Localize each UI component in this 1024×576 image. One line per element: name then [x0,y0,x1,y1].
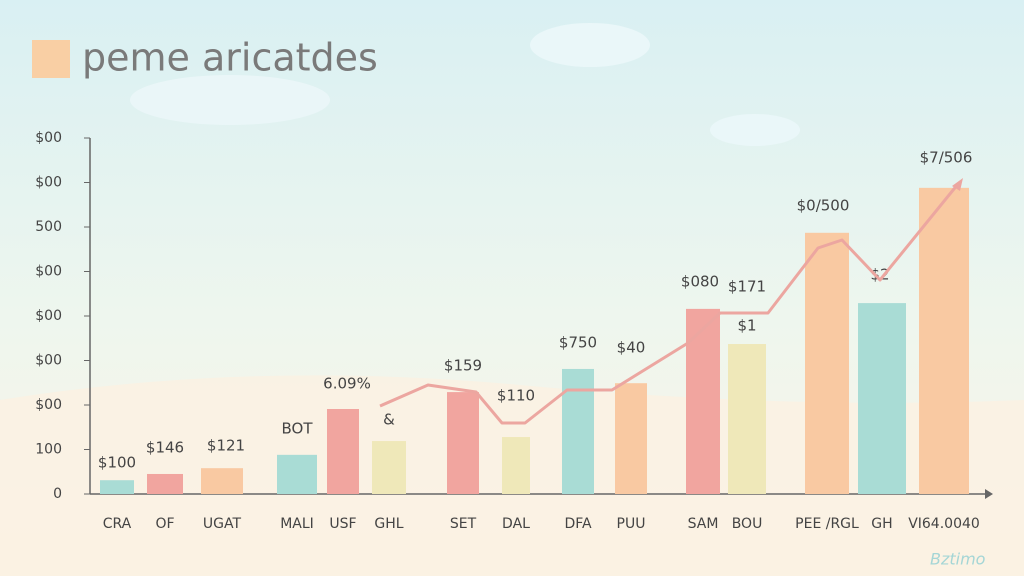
bar [100,480,134,494]
y-tick-label: $00 [35,264,62,280]
bar [147,473,183,494]
x-tick-label: DAL [502,516,530,532]
annotation: $750 [559,334,597,352]
x-tick-label: UGAT [203,516,242,532]
annotation: $159 [444,357,482,375]
bar [447,392,479,494]
cloud [710,114,800,146]
bar [327,409,359,494]
y-tick-label: $00 [35,175,62,191]
x-tick-label: GH [871,516,892,532]
chart-title: peme aricatdes [82,36,378,80]
annotation: $0/500 [797,197,850,215]
bar [562,368,594,494]
annotation: 6.09% [323,375,371,393]
annotation: & [383,411,395,429]
cloud [530,23,650,67]
x-tick-label: PUU [617,516,646,532]
x-tick-label: DFA [564,516,592,532]
annotation: $171 [728,278,766,296]
title-icon [32,40,70,78]
x-tick-label: OF [155,516,174,532]
y-tick-label: $00 [35,130,62,146]
bar [805,232,849,494]
annotation: $40 [617,339,646,357]
annotation: $2 [870,266,889,284]
bar [615,383,647,494]
cloud [130,75,330,125]
y-tick-label: 100 [35,442,62,458]
trend-line [379,183,960,425]
bar [372,441,406,494]
bar [686,308,720,494]
bar [201,468,243,494]
y-tick-label: $00 [35,308,62,324]
annotation: BOT [282,420,314,438]
x-tick-label: BOU [732,516,763,532]
x-tick-label: VI64.0040 [908,516,980,532]
bar [728,344,766,494]
x-tick-label: PEE /RGL [795,516,859,532]
annotation: $121 [207,437,245,455]
annotation: $100 [98,454,136,472]
x-tick-label: SAM [688,516,719,532]
annotation: $7/506 [920,149,973,167]
x-axis-arrow [985,489,993,499]
watermark: Bztimo [930,550,986,569]
bar [919,187,969,494]
x-tick-label: CRA [103,516,132,532]
y-tick-label: 0 [53,486,62,502]
bar [277,454,317,494]
annotation: $080 [681,273,719,291]
annotation: $110 [497,387,535,405]
x-tick-label: USF [329,516,356,532]
trend-arrow [952,178,963,191]
x-tick-label: GHL [374,516,403,532]
x-tick-label: MALI [280,516,314,532]
x-tick-label: SET [450,516,477,532]
y-tick-label: $00 [35,353,62,369]
bar [502,437,530,494]
annotation: $146 [146,439,184,457]
y-tick-label: 500 [35,219,62,235]
annotation: $1 [737,317,756,335]
y-tick-label: $00 [35,397,62,413]
bar [858,303,906,494]
